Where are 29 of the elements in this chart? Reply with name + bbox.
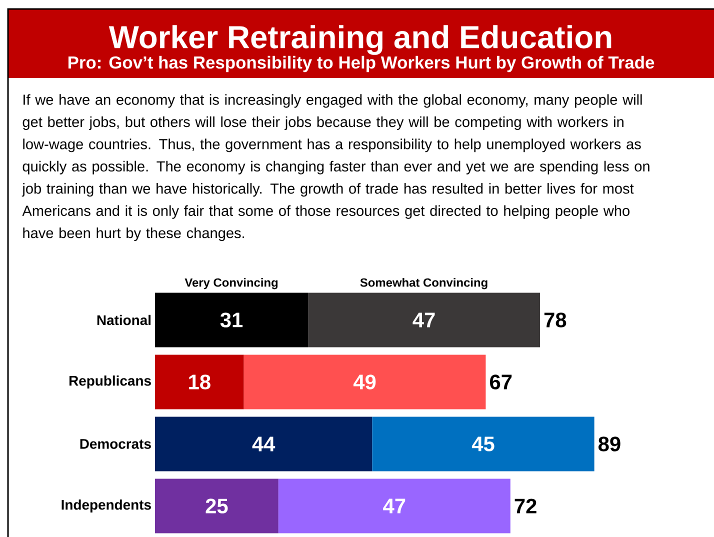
series-label: Somewhat Convincing [360, 278, 488, 290]
y-tick-label: Republicans [69, 375, 151, 388]
chart-title: Worker Retraining and Education [108, 25, 612, 55]
series-label: Very Convincing [184, 278, 278, 290]
bar [278, 478, 510, 534]
total-label: 89 [598, 436, 620, 452]
y-tick-label: Democrats [80, 439, 151, 449]
data-label: 44 [252, 436, 276, 452]
bar [372, 416, 594, 472]
total-label: 78 [544, 312, 566, 328]
chart-subtitle: Pro: Gov’t has Responsibility to Help Workers Hurt by Growth of Trade [68, 56, 654, 72]
bar [155, 354, 244, 410]
total-label: 72 [514, 498, 536, 514]
data-label: 47 [412, 312, 435, 328]
bar [155, 292, 308, 348]
bar [155, 416, 372, 472]
data-label: 31 [220, 312, 243, 328]
bar [244, 354, 486, 410]
text: If we have an economy that is increasingly engaged with the global economy, many people will get better jobs, but others will lose their jobs because they will be competing with workers in low-wage countries. Thus, the government has a responsibility to help unemployed workers as quickly as possible. The economy is changing faster than ever and yet we are spending less on job training than we have historically. The growth of trade has resulted in better lives for most Americans and it is only fair that some of those resources get directed to helping people who have been hurt by these changes. [22, 94, 650, 242]
data-label: 49 [353, 374, 376, 390]
data-label: 45 [472, 436, 494, 452]
y-tick-label: Independents [62, 500, 151, 512]
bar [155, 478, 278, 534]
data-label: 47 [383, 498, 406, 514]
data-label: 25 [206, 498, 228, 514]
total-label: 67 [490, 374, 512, 390]
y-tick-label: National [97, 314, 151, 326]
bar [308, 292, 540, 348]
data-label: 18 [189, 374, 210, 390]
